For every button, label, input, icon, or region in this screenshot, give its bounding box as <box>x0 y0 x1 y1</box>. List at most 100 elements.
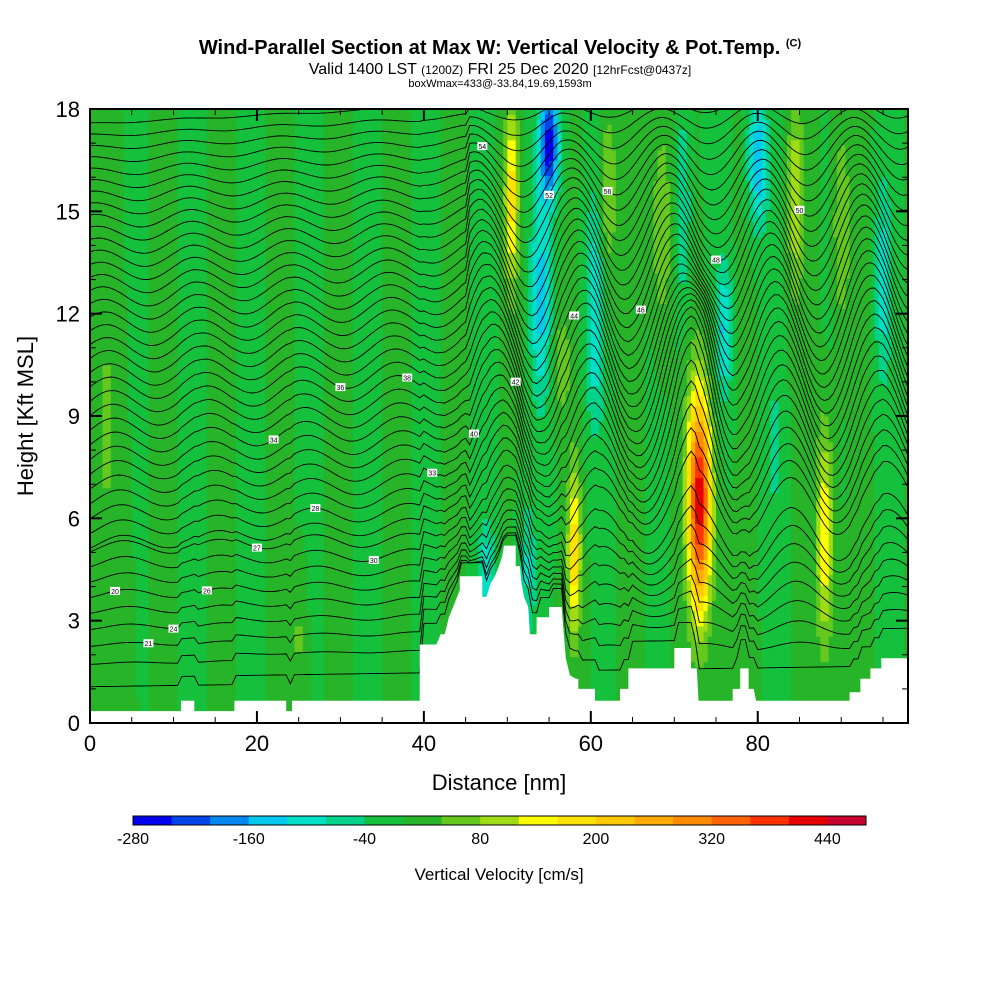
velocity-cell <box>148 707 179 714</box>
velocity-cell <box>891 282 905 289</box>
velocity-cell <box>469 262 500 269</box>
velocity-cell <box>206 492 237 499</box>
velocity-cell <box>382 687 412 693</box>
velocity-cell <box>90 170 124 177</box>
velocity-cell <box>206 477 237 484</box>
velocity-cell <box>569 605 579 612</box>
velocity-cell <box>874 630 905 637</box>
velocity-cell <box>549 242 554 248</box>
velocity-cell <box>569 523 579 530</box>
velocity-cell <box>499 467 521 473</box>
velocity-cell <box>90 262 124 269</box>
velocity-cell <box>265 416 296 422</box>
velocity-cell <box>615 195 655 202</box>
velocity-cell <box>678 175 688 182</box>
velocity-cell <box>670 513 684 519</box>
velocity-cell <box>440 323 471 330</box>
velocity-cell <box>761 671 792 678</box>
velocity-cell <box>382 252 412 258</box>
velocity-cell <box>586 329 592 335</box>
velocity-cell <box>561 242 579 248</box>
velocity-cell <box>503 508 513 514</box>
velocity-cell <box>135 636 150 642</box>
velocity-cell <box>699 329 713 335</box>
velocity-cell <box>352 646 383 652</box>
velocity-cell <box>799 288 821 294</box>
velocity-cell <box>177 267 208 274</box>
velocity-cell <box>786 206 792 212</box>
velocity-cell <box>707 497 713 504</box>
velocity-cell <box>503 533 513 540</box>
velocity-cell <box>524 385 533 392</box>
velocity-cell <box>135 671 150 678</box>
velocity-cell <box>820 431 830 438</box>
velocity-cell <box>720 288 730 294</box>
velocity-cell <box>294 216 325 223</box>
velocity-cell <box>549 354 554 361</box>
velocity-cell <box>690 651 709 658</box>
velocity-cell <box>469 221 496 228</box>
velocity-cell <box>891 339 905 345</box>
velocity-cell <box>728 308 734 315</box>
velocity-cell <box>148 247 179 253</box>
velocity-cell <box>791 533 817 540</box>
velocity-cell <box>323 646 354 652</box>
velocity-cell <box>561 165 567 171</box>
velocity-cell <box>323 380 354 386</box>
velocity-cell <box>757 364 788 371</box>
velocity-cell <box>569 467 579 473</box>
velocity-cell <box>820 646 830 652</box>
velocity-cell <box>582 523 588 530</box>
velocity-cell <box>469 282 500 289</box>
velocity-cell <box>770 431 780 438</box>
velocity-cell <box>148 201 179 207</box>
velocity-cell <box>323 641 354 647</box>
velocity-cell <box>499 405 525 412</box>
velocity-cell <box>102 477 112 484</box>
velocity-cell <box>382 426 412 432</box>
velocity-cell <box>236 216 266 223</box>
velocity-cell <box>440 380 471 386</box>
velocity-cell <box>703 262 721 269</box>
velocity-cell <box>903 636 908 642</box>
velocity-cell <box>870 195 880 202</box>
velocity-cell <box>532 579 538 586</box>
velocity-cell <box>578 298 588 305</box>
velocity-cell <box>411 236 442 243</box>
velocity-cell <box>695 170 700 177</box>
velocity-cell <box>90 666 137 673</box>
velocity-cell <box>586 497 617 504</box>
velocity-cell <box>532 318 538 325</box>
velocity-cell <box>870 334 876 340</box>
velocity-cell <box>110 482 133 489</box>
velocity-cell <box>578 231 588 238</box>
velocity-cell <box>499 298 508 305</box>
velocity-cell <box>110 477 133 484</box>
velocity-cell <box>206 257 237 264</box>
velocity-cell <box>757 579 792 586</box>
velocity-cell <box>519 216 525 223</box>
velocity-cell <box>699 180 734 187</box>
velocity-cell <box>177 697 208 704</box>
velocity-cell <box>561 323 567 330</box>
velocity-cell <box>690 497 696 504</box>
velocity-cell <box>323 165 354 171</box>
velocity-cell <box>786 349 872 356</box>
velocity-cell <box>503 523 513 530</box>
velocity-cell <box>503 206 508 212</box>
velocity-cell <box>903 574 908 581</box>
velocity-cell <box>736 426 759 432</box>
velocity-cell <box>265 671 312 678</box>
velocity-cell <box>236 502 266 509</box>
velocity-cell <box>265 569 308 576</box>
velocity-cell <box>553 436 584 443</box>
box-info: boxWmax=433@-33.84,19.69,1593m <box>0 78 1000 90</box>
velocity-cell <box>582 416 592 422</box>
velocity-cell <box>549 226 554 233</box>
velocity-cell <box>707 421 713 427</box>
velocity-cell <box>670 272 675 279</box>
velocity-cell <box>728 354 734 361</box>
velocity-cell <box>711 625 763 632</box>
velocity-cell <box>265 646 296 652</box>
velocity-cell <box>352 303 383 310</box>
